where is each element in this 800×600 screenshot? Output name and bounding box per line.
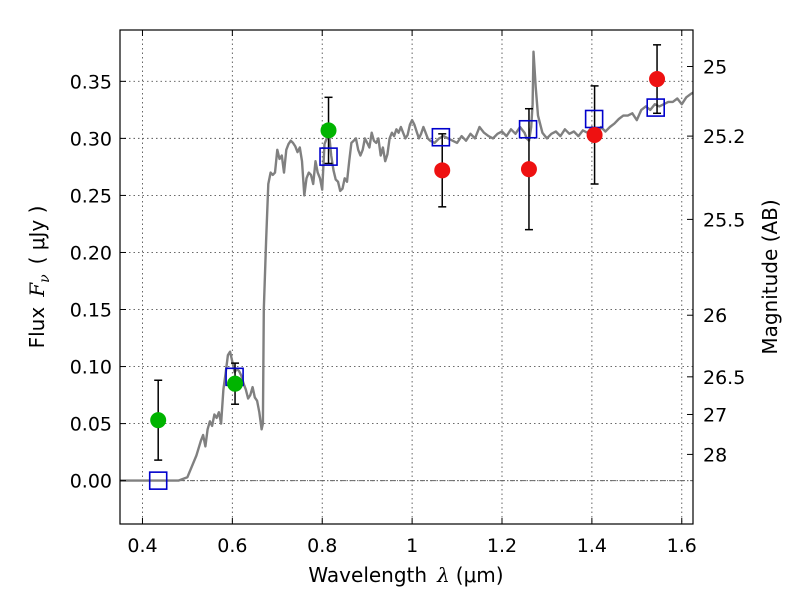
x-axis-unit: (μm) <box>456 563 504 587</box>
x-tick-label: 1.4 <box>577 535 607 557</box>
model-photometry-square <box>319 147 338 166</box>
y-tick-label: 0.20 <box>70 242 112 264</box>
x-tick-label: 0.6 <box>217 535 247 557</box>
x-axis-label: Wavelength <box>308 563 427 587</box>
observed-flux-point <box>434 162 451 179</box>
spectrum-group <box>120 50 694 482</box>
model-photometry-square <box>518 119 538 139</box>
x-tick-label: 0.8 <box>307 535 337 557</box>
y-tick-label: 0.15 <box>70 300 112 322</box>
y-tick-label: 0.25 <box>70 185 112 207</box>
y-tick-label: 0.10 <box>70 357 112 379</box>
right-tick-label: 27 <box>703 404 727 426</box>
plot-frame <box>119 29 694 525</box>
observed-flux-point <box>649 71 666 88</box>
observed-flux-point <box>520 161 537 178</box>
observed-flux-point <box>150 412 167 429</box>
y-axis-label: Flux <box>25 307 49 349</box>
right-tick-label: 25.2 <box>703 126 745 148</box>
y-axis-unit: ( μJy ) <box>25 206 49 265</box>
model-photometry-square <box>431 127 451 147</box>
ticks: 0.4 0.6 0.8 1 1.2 1.4 1.6 0.00 0.05 0.10 0.15 0.20 0… <box>70 30 745 557</box>
right-axis-title: Magnitude (AB) <box>758 199 782 354</box>
x-tick-label: 1.2 <box>487 535 517 557</box>
observed-flux-point <box>227 375 244 392</box>
right-tick-label: 26.5 <box>703 367 745 389</box>
spectrum-line <box>120 50 694 482</box>
right-tick-label: 25.5 <box>703 209 745 231</box>
y-tick-label: 0.35 <box>70 71 112 93</box>
y-tick-label: 0.00 <box>70 471 112 493</box>
x-tick-label: 1 <box>406 535 418 557</box>
markers <box>148 71 666 490</box>
model-photometry-square <box>646 98 665 117</box>
y-axis-title: Flux Fν ( μJy ) <box>25 206 53 349</box>
right-tick-label: 26 <box>703 305 727 327</box>
y-axis-symbol: F <box>25 282 49 298</box>
x-tick-label: 0.4 <box>127 535 157 557</box>
right-tick-label: 25 <box>703 57 727 79</box>
y-axis-subscript: ν <box>37 274 53 283</box>
y-tick-label: 0.30 <box>70 128 112 150</box>
x-tick-label: 1.6 <box>667 535 697 557</box>
x-axis-title: Wavelength λ (μm) <box>308 563 503 587</box>
right-tick-label: 28 <box>703 444 727 466</box>
observed-flux-point <box>320 122 337 139</box>
observed-flux-point <box>586 126 603 143</box>
model-photometry-square <box>148 471 168 490</box>
x-axis-symbol: λ <box>436 563 450 587</box>
y-tick-label: 0.05 <box>70 414 112 436</box>
